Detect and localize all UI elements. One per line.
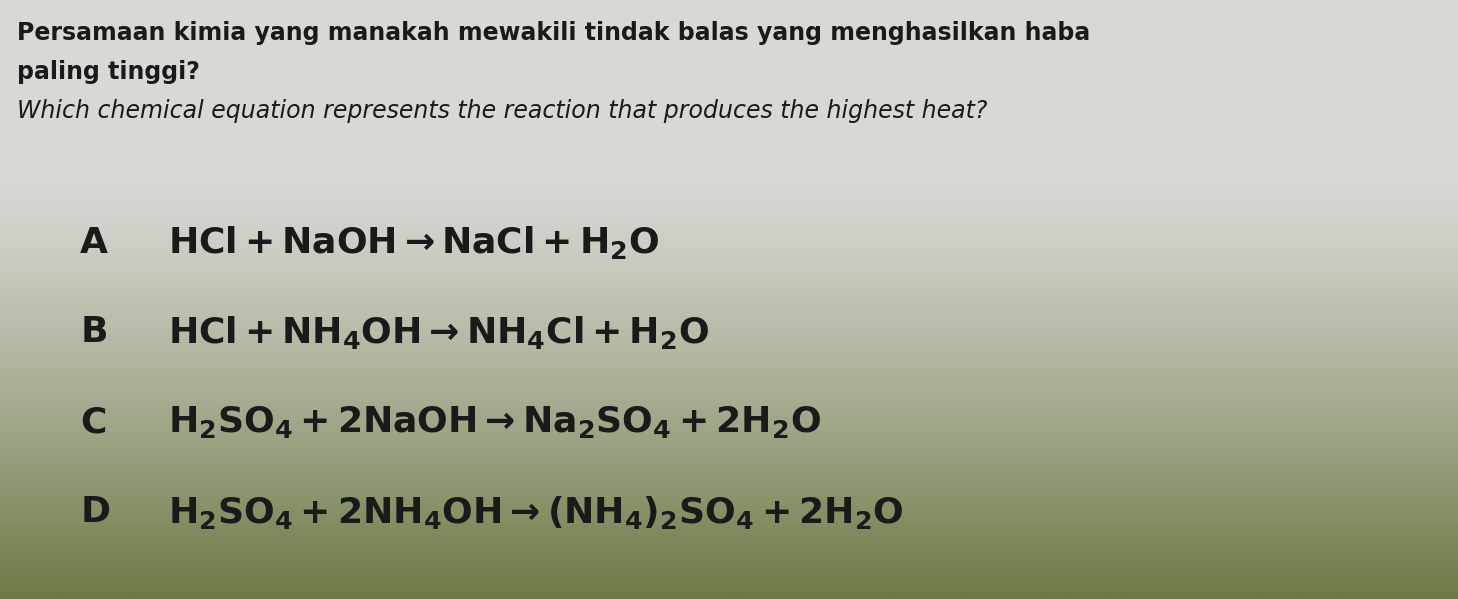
Text: $\mathbf{HCl + NH_{4}OH \rightarrow NH_{4}Cl + H_{2}O}$: $\mathbf{HCl + NH_{4}OH \rightarrow NH_{…	[168, 314, 709, 351]
Text: $\mathbf{HCl + NaOH \rightarrow NaCl + H_{2}O}$: $\mathbf{HCl + NaOH \rightarrow NaCl + H…	[168, 224, 659, 261]
Text: Persamaan kimia yang manakah mewakili tindak balas yang menghasilkan haba: Persamaan kimia yang manakah mewakili ti…	[17, 21, 1091, 45]
Text: paling tinggi?: paling tinggi?	[17, 60, 200, 84]
Text: B: B	[80, 316, 108, 349]
Text: Which chemical equation represents the reaction that produces the highest heat?: Which chemical equation represents the r…	[17, 99, 989, 123]
Text: D: D	[80, 495, 111, 529]
Text: A: A	[80, 226, 108, 259]
Text: $\mathbf{H_{2}SO_{4} + 2NaOH \rightarrow Na_{2}SO_{4} + 2H_{2}O}$: $\mathbf{H_{2}SO_{4} + 2NaOH \rightarrow…	[168, 404, 821, 440]
Text: C: C	[80, 406, 106, 439]
Text: $\mathbf{H_{2}SO_{4} + 2NH_{4}OH \rightarrow (NH_{4})_{2}SO_{4} + 2H_{2}O}$: $\mathbf{H_{2}SO_{4} + 2NH_{4}OH \righta…	[168, 494, 904, 531]
